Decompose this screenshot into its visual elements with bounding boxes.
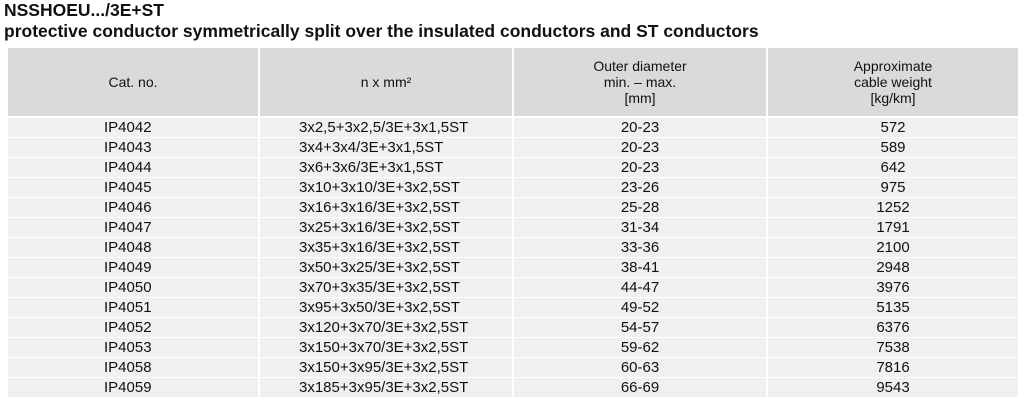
cell: 3x150+3x95/3E+3x2,5ST	[260, 358, 512, 378]
cell: 572	[768, 118, 1018, 138]
cell: IP4043	[8, 138, 258, 158]
cell: IP4046	[8, 198, 258, 218]
column-header: Outer diameter min. – max. [mm]	[514, 48, 766, 116]
cell: 3x150+3x70/3E+3x2,5ST	[260, 338, 512, 358]
cell: 3x4+3x4/3E+3x1,5ST	[260, 138, 512, 158]
cell: 3x2,5+3x2,5/3E+3x1,5ST	[260, 118, 512, 138]
cell: 975	[768, 178, 1018, 198]
cell: 6376	[768, 318, 1018, 338]
cell: 3976	[768, 278, 1018, 298]
header-line: min. – max.	[603, 74, 677, 90]
header-line: [mm]	[624, 90, 656, 106]
cell: 2100	[768, 238, 1018, 258]
column-header: Cat. no.	[8, 48, 258, 116]
header-line: cable weight	[854, 74, 932, 90]
cell: 2948	[768, 258, 1018, 278]
cell: 3x70+3x35/3E+3x2,5ST	[260, 278, 512, 298]
cell: 3x35+3x16/3E+3x2,5ST	[260, 238, 512, 258]
header-line: Cat. no.	[108, 74, 158, 90]
cell: IP4051	[8, 298, 258, 318]
cell: IP4047	[8, 218, 258, 238]
header-line: Approximate	[853, 58, 933, 74]
cell: IP4042	[8, 118, 258, 138]
table: Cat. no. n x mm² Outer diameter min. – max.…	[8, 48, 1018, 398]
cell: IP4044	[8, 158, 258, 178]
cell: 20-23	[514, 138, 766, 158]
cell: 3x185+3x95/3E+3x2,5ST	[260, 378, 512, 398]
cell: 23-26	[514, 178, 766, 198]
cell: IP4053	[8, 338, 258, 358]
cell: 54-57	[514, 318, 766, 338]
header-line: n x mm²	[360, 74, 412, 90]
subtitle: protective conductor symmetrically split…	[4, 21, 759, 41]
cell: 3x16+3x16/3E+3x2,5ST	[260, 198, 512, 218]
cell: 44-47	[514, 278, 766, 298]
cell: 49-52	[514, 298, 766, 318]
cell: 3x120+3x70/3E+3x2,5ST	[260, 318, 512, 338]
header-line: [kg/km]	[870, 90, 916, 106]
cell: 38-41	[514, 258, 766, 278]
column-header: Approximate cable weight [kg/km]	[768, 48, 1018, 116]
cell: IP4049	[8, 258, 258, 278]
cell: 31-34	[514, 218, 766, 238]
cell: 642	[768, 158, 1018, 178]
cell: IP4052	[8, 318, 258, 338]
cell: IP4045	[8, 178, 258, 198]
cell: 20-23	[514, 118, 766, 138]
cell: IP4058	[8, 358, 258, 378]
cell: 5135	[768, 298, 1018, 318]
cell: IP4050	[8, 278, 258, 298]
cell: 7816	[768, 358, 1018, 378]
cell: 1252	[768, 198, 1018, 218]
cell: 33-36	[514, 238, 766, 258]
cell: 60-63	[514, 358, 766, 378]
cell: 3x10+3x10/3E+3x2,5ST	[260, 178, 512, 198]
cell: 7538	[768, 338, 1018, 358]
cell: 59-62	[514, 338, 766, 358]
header-line: Outer diameter	[593, 58, 687, 74]
cell: 66-69	[514, 378, 766, 398]
cell: IP4059	[8, 378, 258, 398]
cell: 9543	[768, 378, 1018, 398]
cell: 589	[768, 138, 1018, 158]
column-header: n x mm²	[260, 48, 512, 116]
cell: 20-23	[514, 158, 766, 178]
cell: 3x6+3x6/3E+3x1,5ST	[260, 158, 512, 178]
cell: 3x95+3x50/3E+3x2,5ST	[260, 298, 512, 318]
cell: 25-28	[514, 198, 766, 218]
title: NSSHOEU.../3E+ST	[4, 0, 164, 20]
cell: 1791	[768, 218, 1018, 238]
cell: 3x50+3x25/3E+3x2,5ST	[260, 258, 512, 278]
cell: IP4048	[8, 238, 258, 258]
cell: 3x25+3x16/3E+3x2,5ST	[260, 218, 512, 238]
